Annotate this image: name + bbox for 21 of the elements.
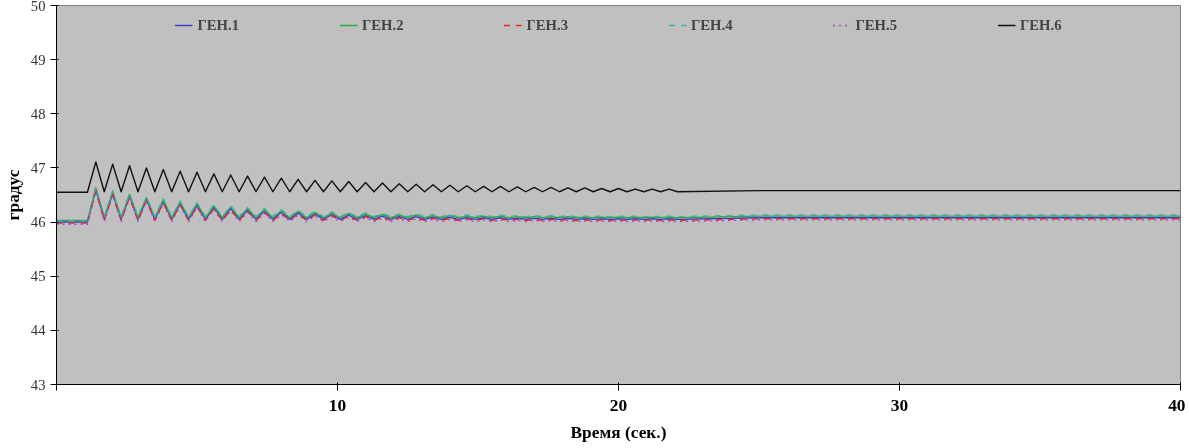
x-tick-label: 20 (609, 395, 628, 415)
x-tick-label: 30 (890, 395, 909, 415)
legend-label: ГЕН.4 (691, 16, 733, 34)
x-axis-title: Время (сек.) (570, 422, 667, 442)
legend-label: ГЕН.5 (855, 16, 897, 34)
line-series (56, 161, 1181, 193)
y-tick-label: 47 (30, 159, 46, 176)
y-tick-label: 49 (30, 51, 46, 68)
y-tick-label: 44 (30, 322, 47, 339)
y-tick-label: 48 (30, 105, 46, 122)
legend-label: ГЕН.6 (1020, 16, 1062, 34)
x-tick-label: 40 (1168, 395, 1186, 415)
legend-label: ГЕН.1 (197, 16, 239, 34)
legend-label: ГЕН.2 (362, 16, 404, 34)
y-axis-title: градус (3, 169, 23, 221)
y-tick-label: 43 (30, 376, 46, 393)
y-tick-label: 50 (30, 0, 46, 14)
x-tick-label: 10 (328, 395, 347, 415)
y-tick-label: 46 (30, 214, 46, 231)
legend-label: ГЕН.3 (526, 16, 568, 34)
y-tick-label: 45 (30, 268, 46, 285)
